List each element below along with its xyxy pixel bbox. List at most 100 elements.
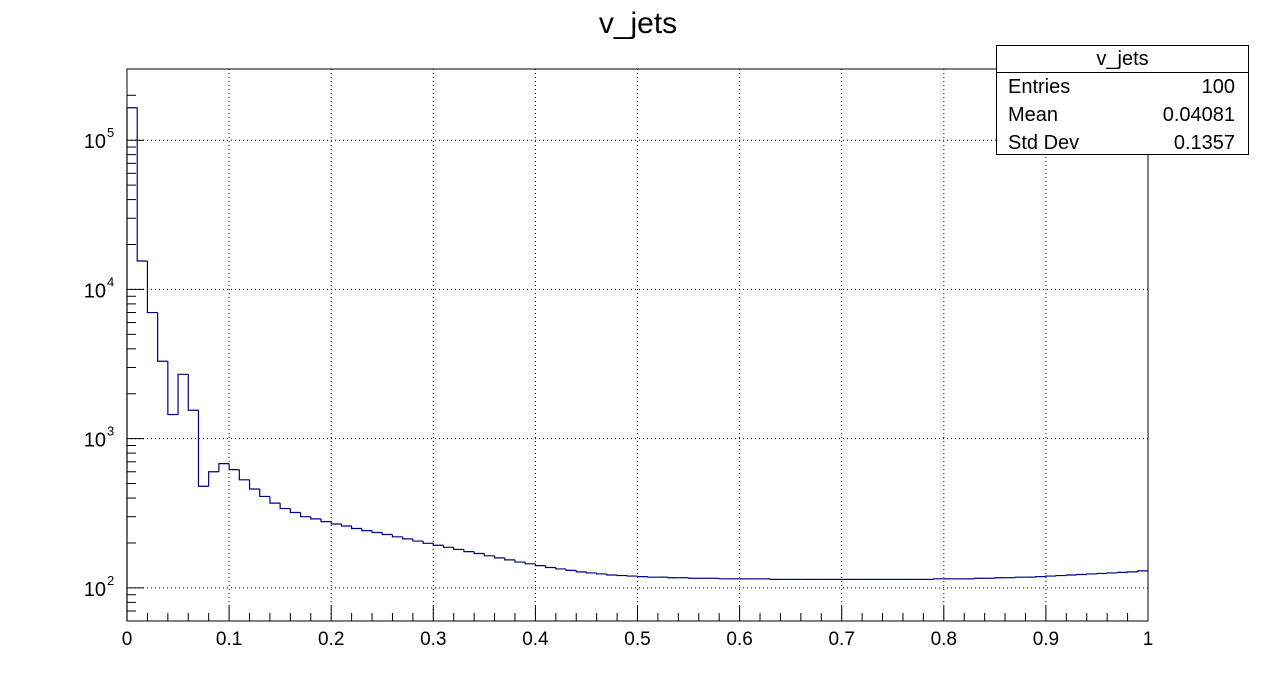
- histogram-bin: [504, 557, 515, 561]
- histogram-bin: [391, 534, 403, 538]
- histogram-bin: [381, 532, 393, 536]
- histogram-bin: [1106, 572, 1118, 574]
- histogram-bin: [422, 541, 434, 544]
- histogram-bin: [197, 410, 209, 487]
- histogram-bin: [330, 521, 342, 525]
- y-tick-label: 10: [84, 430, 106, 452]
- histogram-bin: [453, 547, 464, 551]
- stats-value: 0.04081: [1162, 104, 1235, 126]
- stats-row-std-dev: Std Dev 0.1357: [997, 129, 1248, 157]
- stats-row-mean: Mean 0.04081: [997, 101, 1248, 129]
- histogram-bin: [994, 577, 1006, 579]
- histogram-bin: [473, 551, 485, 555]
- histogram-bin: [1055, 574, 1067, 577]
- histogram-bin: [259, 488, 270, 498]
- stats-value: 0.1357: [1173, 132, 1235, 154]
- stats-title: v_jets: [997, 46, 1248, 73]
- histogram-bin: [402, 536, 413, 540]
- histogram-bin: [667, 577, 679, 579]
- x-tick-label: 1: [1143, 629, 1154, 650]
- x-tick-label: 0.1: [216, 629, 242, 650]
- histogram-bin: [351, 525, 362, 530]
- y-tick-label: 10: [84, 579, 106, 601]
- histogram-bin: [442, 545, 454, 548]
- chart-title: v_jets: [599, 7, 677, 40]
- stats-box: v_jets Entries 100 Mean 0.04081 Std Dev …: [996, 45, 1249, 155]
- stats-value: 100: [1201, 76, 1235, 98]
- histogram-series: [126, 107, 1148, 621]
- histogram-bin: [299, 512, 311, 518]
- histogram-bin: [371, 530, 383, 534]
- histogram-bin: [432, 543, 444, 546]
- histogram-bin: [218, 463, 230, 472]
- histogram-bin: [973, 577, 985, 579]
- histogram-bin: [1137, 570, 1148, 572]
- histogram-bin: [687, 577, 699, 579]
- y-tick-label: 10: [84, 131, 106, 153]
- histogram-bin: [248, 479, 260, 490]
- histogram-bin: [1126, 571, 1138, 573]
- histogram-bin: [167, 361, 179, 416]
- x-tick-label: 0.7: [828, 629, 854, 650]
- x-tick-label: 0: [122, 629, 133, 650]
- histogram-bin: [289, 508, 301, 514]
- histogram-bin: [1086, 573, 1097, 575]
- histogram-bin: [555, 567, 567, 570]
- histogram-bin: [146, 261, 158, 314]
- y-tick-exponent: 4: [107, 274, 114, 289]
- histogram-bin: [1014, 576, 1026, 578]
- histogram-bin: [575, 570, 587, 573]
- histogram-bin: [361, 528, 373, 532]
- histogram-bin: [483, 553, 495, 557]
- stats-label: Mean: [1008, 104, 1059, 126]
- histogram-bin: [228, 463, 240, 471]
- histogram-bin: [1075, 573, 1087, 576]
- histogram-bin: [626, 575, 638, 577]
- histogram-bin: [524, 562, 536, 565]
- histogram-bin: [279, 503, 291, 510]
- histogram-bin: [157, 312, 168, 362]
- histogram-bin: [596, 572, 607, 575]
- x-axis: 0 0.1 0.2 0.3 0.4 0.5 0.6 0.7 0.8 0.9 1: [122, 606, 1154, 650]
- histogram-bin: [269, 496, 281, 504]
- histogram-bin: [1116, 571, 1128, 574]
- grid-lines: [127, 69, 1148, 621]
- histogram-bin: [565, 568, 577, 571]
- x-tick-label: 0.8: [931, 629, 957, 650]
- histogram-bin: [545, 565, 556, 569]
- x-tick-label: 0.3: [420, 629, 446, 650]
- histogram-bin: [636, 576, 648, 578]
- y-tick-exponent: 2: [107, 573, 114, 588]
- histogram-bin: [585, 571, 597, 574]
- histogram-bin: [1035, 576, 1046, 578]
- histogram-bin: [320, 518, 332, 523]
- histogram-bin: [606, 573, 618, 576]
- histogram-bin: [463, 549, 475, 553]
- histogram-bin: [177, 373, 189, 415]
- x-tick-label: 0.5: [624, 629, 650, 650]
- y-tick-exponent: 3: [107, 424, 114, 439]
- histogram-bin: [932, 578, 944, 580]
- histogram-bin: [616, 574, 628, 577]
- histogram-bin: [310, 516, 321, 520]
- histogram-bin: [1065, 574, 1077, 576]
- histogram-bin: [187, 374, 199, 411]
- x-tick-label: 0.2: [318, 629, 344, 650]
- x-tick-label: 0.6: [726, 629, 752, 650]
- y-tick-label: 10: [84, 280, 106, 302]
- histogram-bin: [514, 559, 526, 563]
- histogram-bin: [769, 578, 781, 581]
- histogram-bin: [1045, 575, 1057, 577]
- x-tick-label: 0.4: [522, 629, 549, 650]
- histogram-bin: [340, 524, 352, 527]
- histogram-bin: [493, 555, 505, 559]
- stats-label: Std Dev: [1008, 132, 1080, 154]
- histogram-bin: [647, 576, 658, 578]
- histogram-bin: [718, 578, 730, 580]
- histogram-bin: [238, 469, 250, 481]
- histogram-bin: [412, 538, 424, 542]
- x-tick-label: 0.9: [1033, 629, 1059, 650]
- histogram-bin: [534, 563, 546, 567]
